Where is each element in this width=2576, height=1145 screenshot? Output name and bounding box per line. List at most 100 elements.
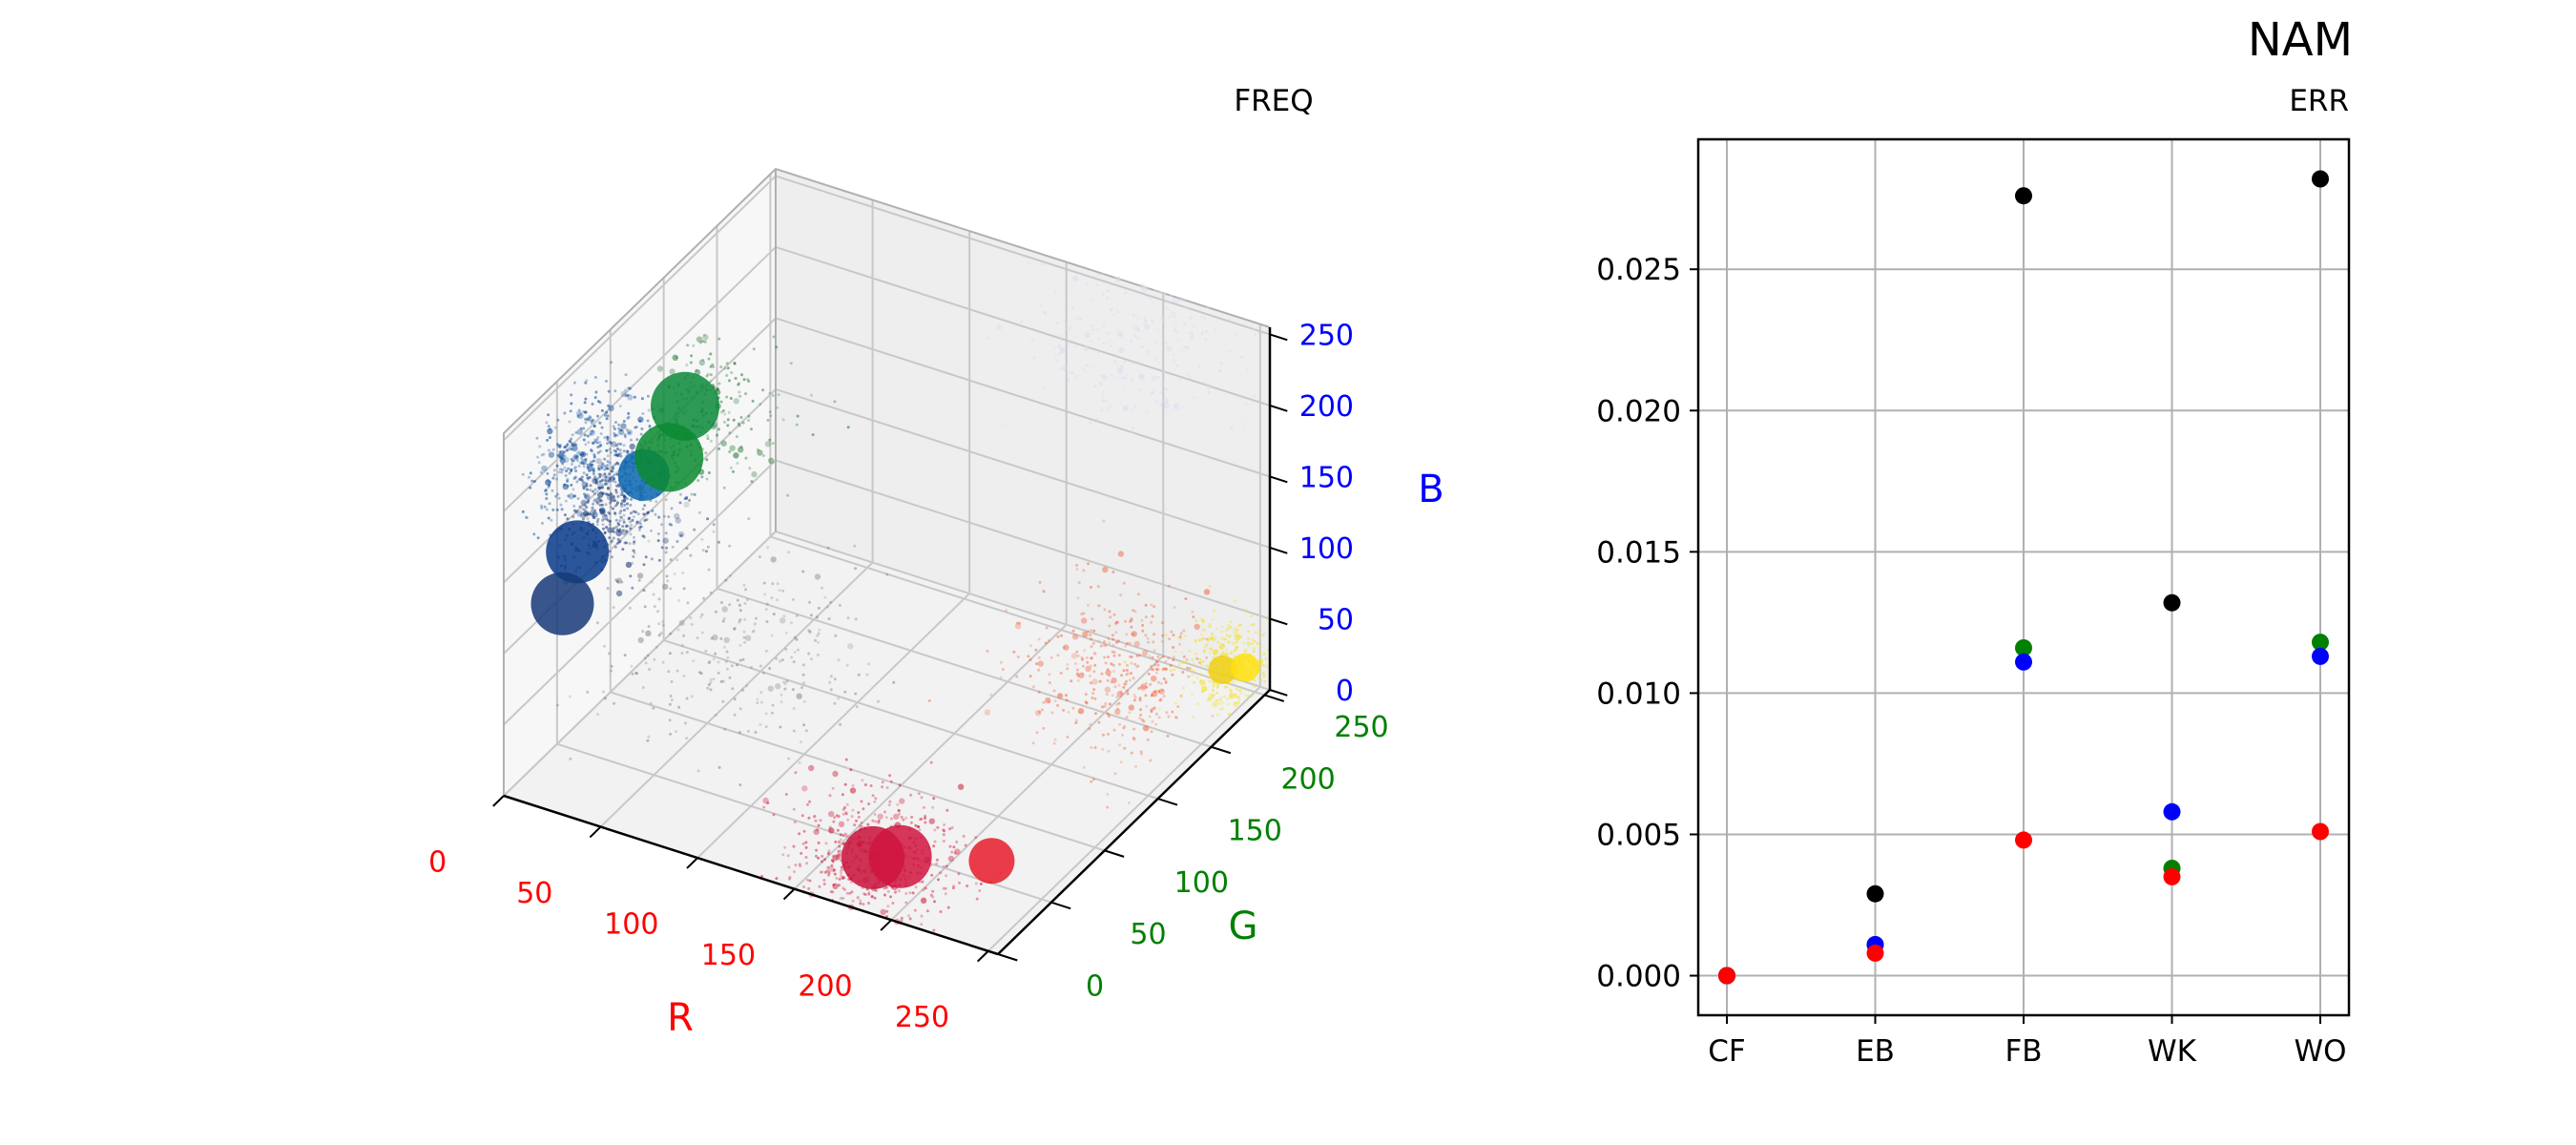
pixel-point [1122, 685, 1126, 689]
pixel-point [752, 629, 756, 633]
pixel-point [572, 509, 576, 512]
pixel-point [602, 690, 605, 694]
pixel-point [575, 510, 579, 512]
pixel-point [535, 436, 539, 440]
pixel-point [1085, 665, 1091, 672]
pixel-point [1130, 751, 1133, 755]
pixel-point [833, 400, 837, 404]
pixel-point [597, 464, 604, 470]
pixel-point [1130, 672, 1132, 676]
pixel-point [609, 501, 612, 505]
pixel-point [1037, 668, 1041, 672]
pixel-point [996, 323, 1003, 331]
pixel-point [548, 502, 551, 506]
pixel-point [577, 450, 581, 454]
pixel-point [554, 494, 558, 498]
pixel-point [661, 623, 665, 627]
pixel-point [700, 475, 704, 479]
pixel-point [1112, 651, 1116, 655]
pixel-point [686, 601, 690, 605]
pixel-point [1135, 325, 1139, 329]
pixel-point [1104, 686, 1111, 693]
pixel-point [738, 643, 742, 647]
pixel-point [615, 461, 619, 465]
pixel-point [547, 413, 551, 417]
pixel-point [845, 834, 849, 838]
pixel-point [1153, 342, 1157, 345]
pixel-point [670, 523, 674, 527]
pixel-point [1198, 657, 1201, 661]
pixel-point [902, 818, 905, 822]
pixel-point [545, 508, 549, 511]
pixel-point [1065, 322, 1068, 325]
pixel-point [622, 444, 626, 448]
pixel-point [1188, 331, 1191, 335]
pixel-point [669, 632, 673, 635]
pixel-point [754, 731, 758, 734]
pixel-point [767, 685, 774, 692]
pixel-point [802, 885, 805, 888]
pixel-point [722, 645, 726, 649]
pixel-point [1172, 634, 1175, 637]
pixel-point [1092, 688, 1096, 692]
pixel-point [1136, 337, 1140, 341]
pixel-point [1106, 805, 1110, 809]
pixel-point [590, 421, 593, 425]
pixel-point [679, 492, 682, 496]
pixel-point [608, 461, 612, 465]
pixel-point [1123, 660, 1127, 664]
pixel-point [604, 475, 608, 479]
pixel-point [596, 476, 600, 480]
pixel-point [1091, 323, 1094, 327]
pixel-point [608, 652, 611, 656]
pixel-point [1229, 682, 1233, 686]
pixel-point [1167, 715, 1171, 718]
pixel-point [1175, 300, 1179, 303]
pixel-point [1132, 313, 1135, 317]
g-axis-line [997, 689, 1271, 955]
pixel-point [1059, 338, 1063, 342]
pixel-point [751, 630, 755, 634]
pixel-point [1257, 632, 1260, 635]
pixel-point [785, 679, 789, 683]
pixel-point [1191, 610, 1195, 614]
pixel-point [1208, 624, 1212, 628]
pixel-point [528, 475, 530, 479]
pixel-point [590, 510, 596, 516]
pixel-point [1153, 633, 1155, 636]
pixel-point [1095, 283, 1099, 286]
pixel-point [706, 437, 710, 441]
pixel-point [683, 497, 687, 501]
pixel-point [629, 527, 633, 531]
pixel-point [604, 475, 611, 482]
pixel-point [1245, 403, 1249, 406]
pixel-point [1125, 668, 1129, 672]
pixel-point [771, 711, 774, 715]
pixel-point [1143, 323, 1151, 330]
pixel-point [632, 549, 635, 552]
pixel-point [1167, 584, 1171, 588]
pixel-point [592, 516, 595, 520]
pixel-point [1089, 675, 1091, 677]
pixel-point [986, 649, 989, 653]
pixel-point [704, 451, 708, 455]
pixel-point [1208, 647, 1212, 651]
pixel-point [925, 909, 929, 913]
pixel-point [607, 493, 611, 497]
pixel-point [932, 928, 936, 932]
pixel-point [1151, 656, 1154, 659]
pixel-point [586, 466, 590, 469]
pixel-point [570, 457, 573, 461]
pixel-point [596, 400, 600, 404]
pixel-point [1039, 304, 1043, 308]
pixel-point [1229, 620, 1233, 624]
pixel-point [827, 873, 830, 877]
grid-line-g [716, 225, 1212, 748]
pixel-point [543, 489, 547, 492]
pixel-point [984, 709, 991, 716]
pixel-point [801, 570, 805, 573]
pixel-point [541, 465, 548, 472]
pixel-point [1057, 344, 1061, 348]
pixel-point [566, 448, 569, 452]
pixel-point [1075, 317, 1079, 320]
